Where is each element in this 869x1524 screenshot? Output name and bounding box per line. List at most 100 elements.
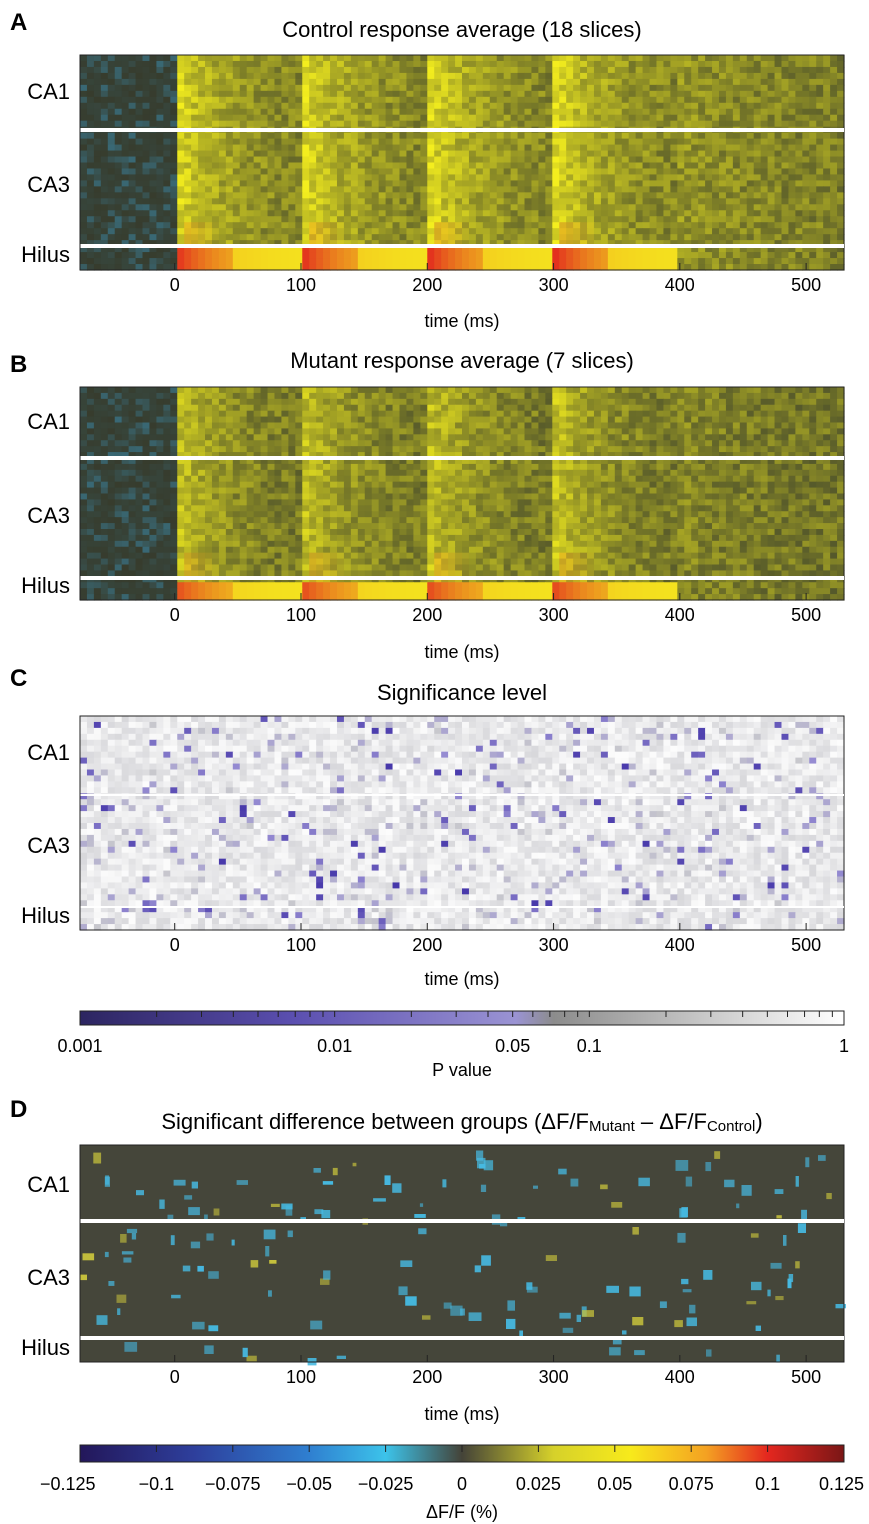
- heatmap-cell: [677, 240, 685, 247]
- heatmap-cell: [795, 162, 803, 170]
- heatmap-cell: [531, 66, 539, 74]
- heatmap-cell: [642, 416, 651, 424]
- heatmap-cell: [517, 90, 526, 98]
- heatmap-cell: [441, 246, 449, 253]
- heatmap-cell: [205, 246, 213, 253]
- heatmap-cell: [656, 96, 665, 104]
- heatmap-cell: [531, 108, 539, 116]
- heatmap-cell: [260, 258, 269, 265]
- heatmap-cell: [475, 144, 484, 152]
- heatmap-cell: [510, 102, 519, 110]
- heatmap-cell: [823, 398, 831, 406]
- heatmap-cell: [823, 404, 831, 412]
- heatmap-cell: [260, 428, 269, 435]
- heatmap-cell: [580, 90, 588, 98]
- heatmap-cell: [420, 66, 428, 74]
- heatmap-cell: [559, 422, 567, 430]
- heatmap-cell: [267, 416, 276, 424]
- heatmap-cell: [718, 78, 727, 86]
- heatmap-cell: [552, 264, 560, 271]
- heatmap-cell: [628, 216, 637, 223]
- heatmap-cell: [462, 428, 470, 435]
- heatmap-cell: [184, 66, 192, 74]
- heatmap-cell: [573, 216, 581, 223]
- heatmap-cell: [218, 138, 227, 146]
- heatmap-cell: [628, 240, 637, 247]
- heatmap-cell: [385, 120, 394, 128]
- heatmap-cell: [114, 156, 123, 164]
- heatmap-cell: [725, 234, 734, 241]
- heatmap-cell: [371, 120, 380, 128]
- heatmap-cell: [281, 416, 289, 424]
- heatmap-cell: [281, 96, 289, 104]
- heatmap-cell: [809, 108, 817, 116]
- heatmap-cell: [489, 404, 498, 412]
- heatmap-cell: [114, 410, 123, 418]
- heatmap-cell: [184, 180, 192, 187]
- heatmap-cell: [712, 228, 720, 235]
- heatmap-cell: [468, 72, 477, 80]
- heatmap-cell: [635, 168, 644, 176]
- heatmap-cell: [795, 66, 803, 74]
- heatmap-cell: [385, 228, 394, 235]
- heatmap-cell: [114, 222, 123, 229]
- heatmap-cell: [399, 60, 408, 68]
- heatmap-cell: [198, 428, 206, 435]
- heatmap-cell: [823, 84, 831, 92]
- heatmap-cell: [468, 144, 477, 152]
- heatmap-cell: [462, 204, 470, 211]
- heatmap-cell: [767, 90, 776, 98]
- heatmap-cell: [149, 216, 157, 223]
- heatmap-cell: [260, 228, 269, 235]
- heatmap-cell: [205, 252, 213, 259]
- heatmap-cell: [80, 222, 88, 229]
- heatmap-cell: [316, 192, 324, 199]
- heatmap-cell: [573, 392, 581, 400]
- heatmap-cell: [795, 246, 803, 253]
- heatmap-cell: [524, 102, 533, 110]
- heatmap-cell: [142, 180, 151, 187]
- heatmap-cell: [114, 78, 123, 86]
- heatmap-cell: [545, 258, 553, 265]
- heatmap-cell: [649, 186, 658, 193]
- heatmap-cell: [177, 144, 185, 152]
- heatmap-cell: [739, 428, 748, 435]
- heatmap-cell: [809, 240, 817, 247]
- heatmap-cell: [809, 72, 817, 80]
- heatmap-cell: [378, 66, 387, 74]
- heatmap-cell: [753, 108, 762, 116]
- heatmap-cell: [364, 90, 373, 98]
- heatmap-cell: [107, 222, 116, 229]
- heatmap-cell: [316, 72, 324, 80]
- heatmap-cell: [510, 138, 519, 146]
- heatmap-cell: [670, 434, 678, 441]
- heatmap-cell: [705, 422, 713, 430]
- heatmap-cell: [323, 168, 331, 176]
- heatmap-cell: [725, 192, 734, 199]
- heatmap-cell: [705, 84, 713, 92]
- heatmap-cell: [705, 387, 713, 394]
- heatmap-cell: [100, 132, 109, 140]
- heatmap-cell: [343, 428, 352, 435]
- heatmap-cell: [170, 186, 178, 193]
- heatmap-cell: [420, 78, 428, 86]
- heatmap-cell: [309, 222, 317, 229]
- heatmap-cell: [573, 264, 581, 271]
- heatmap-cell: [191, 174, 199, 182]
- heatmap-cell: [163, 392, 171, 400]
- heatmap-cell: [656, 222, 665, 229]
- heatmap-cell: [503, 114, 512, 122]
- heatmap-cell: [712, 410, 720, 418]
- heatmap-cell: [531, 434, 539, 441]
- heatmap-cell: [732, 264, 741, 271]
- heatmap-cell: [482, 428, 491, 435]
- heatmap-cell: [191, 108, 199, 116]
- heatmap-cell: [573, 84, 581, 92]
- heatmap-cell: [232, 198, 241, 205]
- heatmap-cell: [774, 416, 783, 424]
- heatmap-cell: [545, 96, 553, 104]
- heatmap-cell: [274, 434, 283, 441]
- heatmap-cell: [371, 132, 380, 140]
- heatmap-cell: [788, 186, 796, 193]
- heatmap-cell: [246, 392, 255, 400]
